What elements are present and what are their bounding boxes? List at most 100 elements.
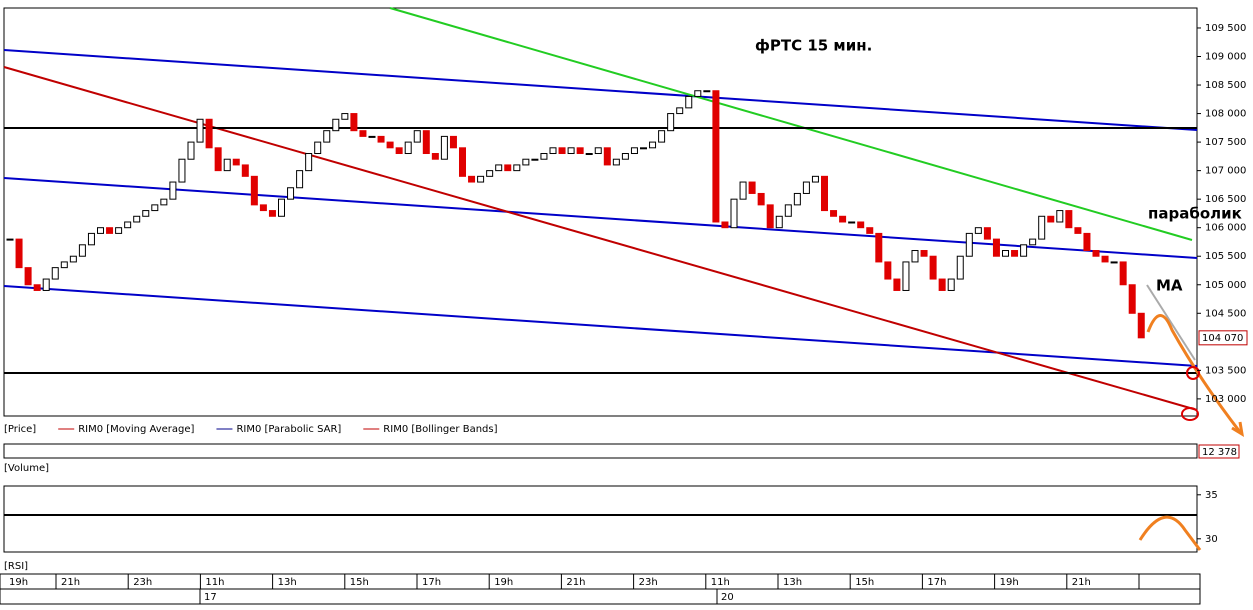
candle	[802, 181, 810, 194]
y-tick-label: 105 000	[1205, 280, 1246, 291]
candle	[69, 255, 77, 263]
candle	[576, 147, 584, 155]
time-label: 23h	[639, 577, 658, 588]
candle	[486, 170, 494, 177]
y-tick-label: 109 500	[1205, 23, 1246, 34]
time-label: 23h	[133, 577, 152, 588]
candle	[395, 147, 403, 155]
forecast-arrow	[1146, 314, 1242, 433]
candle	[694, 90, 702, 97]
candle	[1119, 261, 1127, 286]
candle	[1074, 227, 1082, 234]
candle	[259, 204, 267, 212]
candle	[332, 118, 340, 132]
candle	[1002, 250, 1009, 257]
candle	[558, 147, 566, 155]
candle	[965, 232, 973, 257]
candle	[124, 221, 132, 229]
candle	[947, 278, 955, 291]
candle	[1020, 244, 1028, 257]
y-tick-label: 106 500	[1205, 194, 1246, 205]
legend-entry: RIM0 [Bollinger Bands]	[383, 424, 497, 435]
candle	[1101, 255, 1109, 263]
candle	[956, 255, 964, 280]
candle	[323, 130, 331, 143]
candle	[1083, 232, 1091, 252]
candle	[33, 284, 41, 291]
candle	[875, 232, 883, 263]
candle	[739, 181, 747, 200]
y-tick-label: 103 000	[1205, 394, 1246, 405]
candle	[87, 232, 95, 246]
candle	[1128, 284, 1136, 314]
candle	[703, 90, 711, 93]
price-panel	[3, 7, 1198, 417]
y-tick-label: 104 500	[1205, 308, 1246, 319]
candle	[459, 147, 466, 177]
legend-entry: RIM0 [Moving Average]	[78, 424, 194, 435]
candle	[911, 250, 919, 263]
candle	[1065, 210, 1073, 229]
candle	[811, 175, 819, 183]
candle	[793, 192, 801, 206]
candle	[676, 107, 684, 115]
candle	[440, 135, 448, 160]
candle	[268, 210, 276, 217]
candle	[1047, 215, 1055, 223]
chart-title: фРТС 15 мин.	[755, 37, 872, 55]
time-label: 19h	[494, 577, 513, 588]
candle	[549, 147, 557, 155]
candle	[1011, 250, 1019, 257]
candle	[730, 198, 738, 229]
candle	[938, 278, 946, 291]
candle	[594, 147, 602, 155]
candle	[368, 135, 376, 138]
candle	[504, 164, 512, 172]
candle	[983, 227, 991, 240]
annotation: МА	[1156, 277, 1183, 295]
candle	[495, 164, 503, 172]
candle	[404, 141, 412, 155]
target-circle	[1186, 366, 1200, 380]
candle	[685, 95, 693, 109]
candle	[857, 221, 865, 229]
rsi-label: [RSI]	[4, 561, 28, 572]
candle	[992, 238, 1000, 257]
candle	[531, 158, 539, 161]
candle	[848, 221, 856, 224]
candle	[178, 158, 186, 183]
candle	[902, 261, 910, 291]
candle	[830, 210, 838, 217]
time-label: 21h	[61, 577, 80, 588]
candle	[196, 118, 204, 143]
candle	[1029, 238, 1037, 246]
y-tick-label: 105 500	[1205, 251, 1246, 262]
rsi-tick-label: 35	[1205, 490, 1218, 501]
candle	[350, 113, 358, 132]
candle	[775, 215, 783, 229]
candle	[133, 215, 141, 223]
candle	[422, 130, 430, 155]
candle	[449, 135, 457, 149]
candle	[386, 141, 394, 149]
candle	[540, 153, 548, 160]
candle	[287, 187, 295, 200]
time-label: 17h	[927, 577, 946, 588]
time-label: 15h	[855, 577, 874, 588]
candle	[51, 267, 59, 280]
candle	[920, 250, 928, 257]
y-tick-label: 107 000	[1205, 166, 1246, 177]
candle	[522, 158, 530, 166]
candle	[305, 153, 313, 172]
candle	[893, 278, 901, 291]
y-tick-label: 108 000	[1205, 109, 1246, 120]
arrow-head	[1231, 421, 1245, 437]
candle	[78, 244, 86, 257]
time-label: 11h	[711, 577, 730, 588]
y-tick-label: 107 500	[1205, 137, 1246, 148]
candle	[603, 147, 611, 166]
candle	[1056, 210, 1064, 223]
candle	[866, 227, 874, 234]
volume-panel	[3, 443, 1198, 459]
price-tag-label: 104 070	[1202, 333, 1243, 344]
